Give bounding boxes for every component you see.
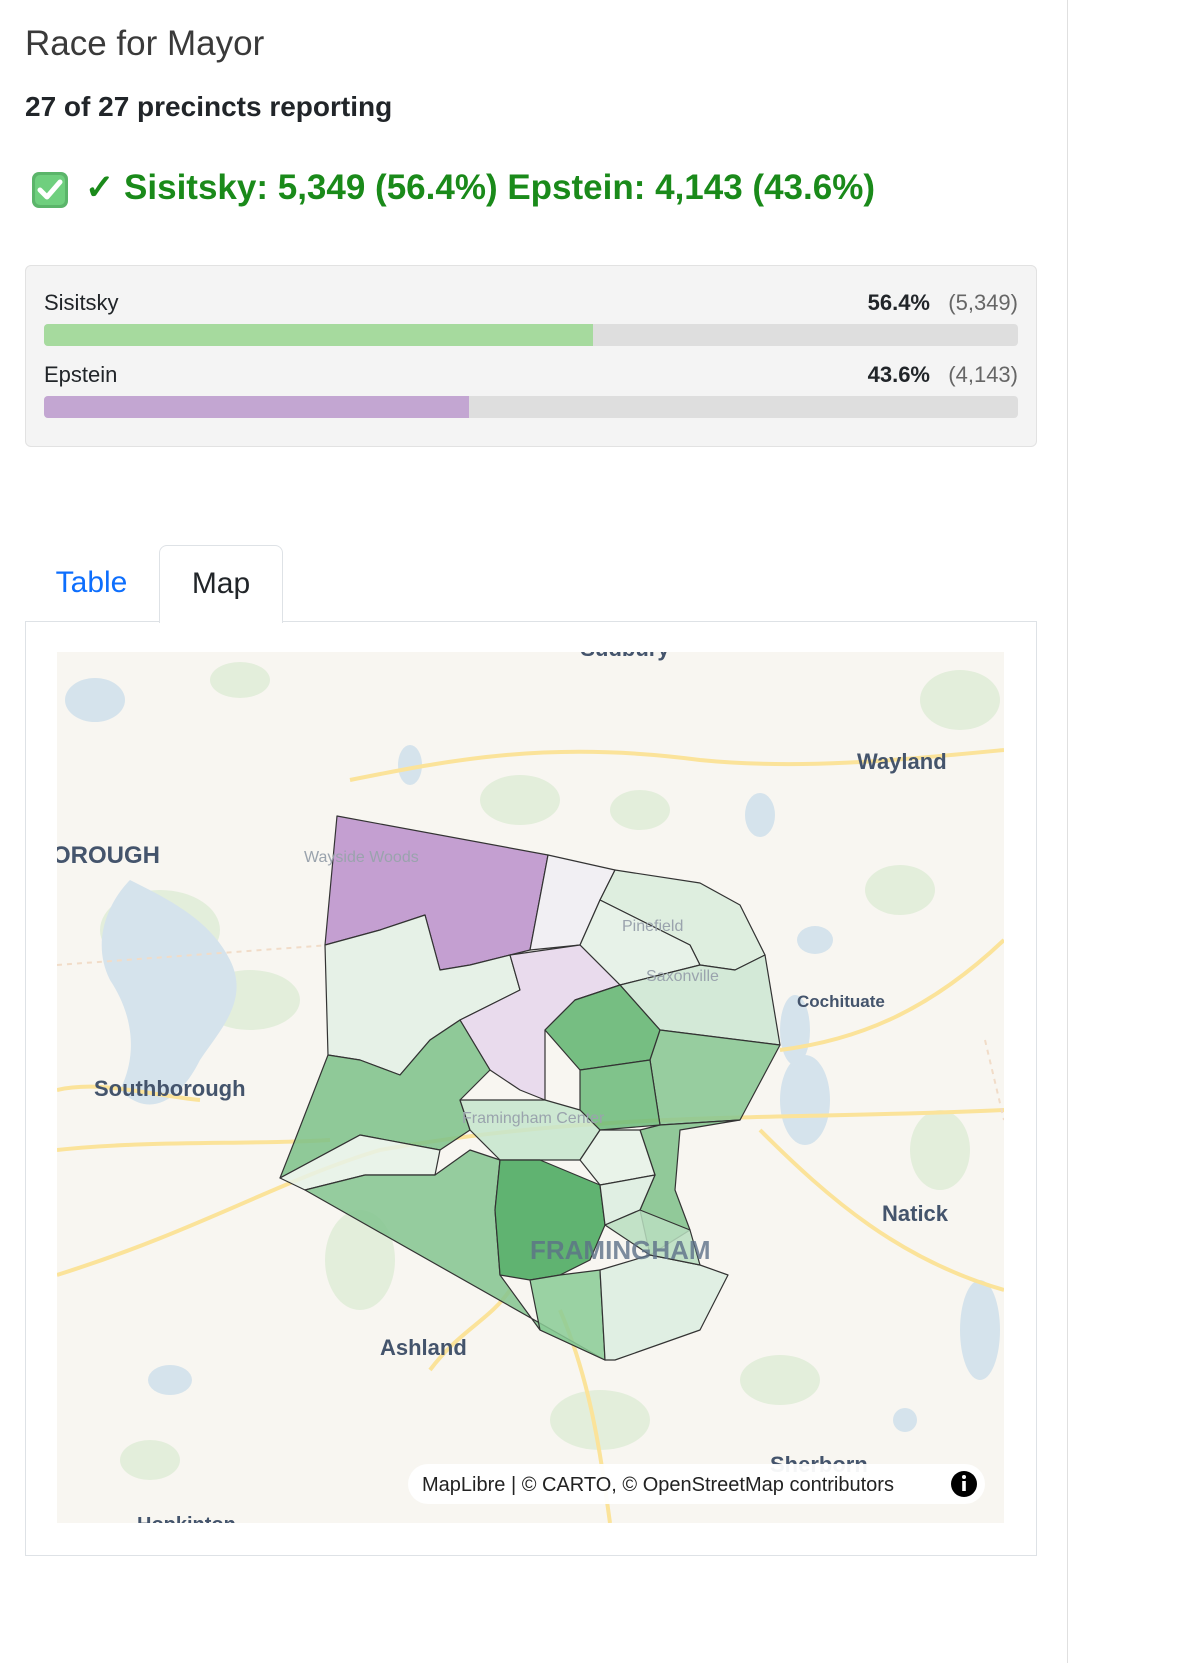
place-label: MARLBOROUGH (57, 842, 160, 869)
place-label: Pinefield (622, 918, 683, 935)
tab[interactable]: Map (159, 545, 283, 623)
place-label: FRAMINGHAM (530, 1235, 711, 1265)
candidate-share: 56.4% (867, 290, 930, 315)
place-label: Natick (882, 1201, 949, 1226)
candidate-share: 43.6% (867, 362, 930, 387)
results-box: Sisitsky 56.4% (5,349) Epstein 43.6% (4,… (25, 265, 1037, 447)
place-label: Cochituate (797, 992, 885, 1011)
place-label: Saxonville (646, 968, 719, 985)
scroll-edge (1067, 0, 1068, 1663)
place-label: Ashland (380, 1335, 467, 1360)
attribution-text: | © CARTO, © (505, 1474, 642, 1496)
candidate-name: Sisitsky (44, 290, 119, 315)
attribution: MapLibre | © CARTO, © OpenStreetMap cont… (422, 1474, 894, 1496)
place-label: Hopkinton (137, 1514, 236, 1523)
candidate-votes: (4,143) (948, 362, 1018, 387)
attribution-box (408, 1464, 985, 1504)
candidate-votes: (5,349) (948, 290, 1018, 315)
map[interactable]: Sudbury Wayland MARLBOROUGH Wayside Wood… (57, 652, 1004, 1523)
place-label: Wayland (857, 749, 947, 774)
bar (44, 396, 469, 418)
place-label: Southborough (94, 1076, 246, 1101)
place-label: Sudbury (580, 652, 670, 661)
tab-panel (25, 621, 1037, 1556)
attribution-link[interactable]: MapLibre (422, 1474, 505, 1496)
candidate-name: Epstein (44, 362, 118, 387)
check-icon (32, 172, 68, 208)
attribution-link[interactable]: OpenStreetMap (643, 1474, 784, 1496)
title: Race for Mayor (25, 24, 265, 63)
tab[interactable]: Table (55, 566, 128, 599)
attribution-text: contributors (784, 1474, 894, 1496)
subtitle: 27 of 27 precincts reporting (25, 91, 393, 122)
bar-track (44, 396, 1018, 418)
place-label: Wayside Woods (304, 849, 419, 866)
precincts (279, 815, 781, 1361)
place-label: Framingham Center (462, 1110, 605, 1127)
info-button[interactable] (951, 1471, 977, 1497)
bar (44, 324, 594, 346)
winner-line: ✓ Sisitsky: 5,349 (56.4%) Epstein: 4,143… (85, 168, 875, 207)
bar-track (44, 324, 1018, 346)
map-labels: Sudbury Wayland MARLBOROUGH Wayside Wood… (57, 652, 949, 1523)
